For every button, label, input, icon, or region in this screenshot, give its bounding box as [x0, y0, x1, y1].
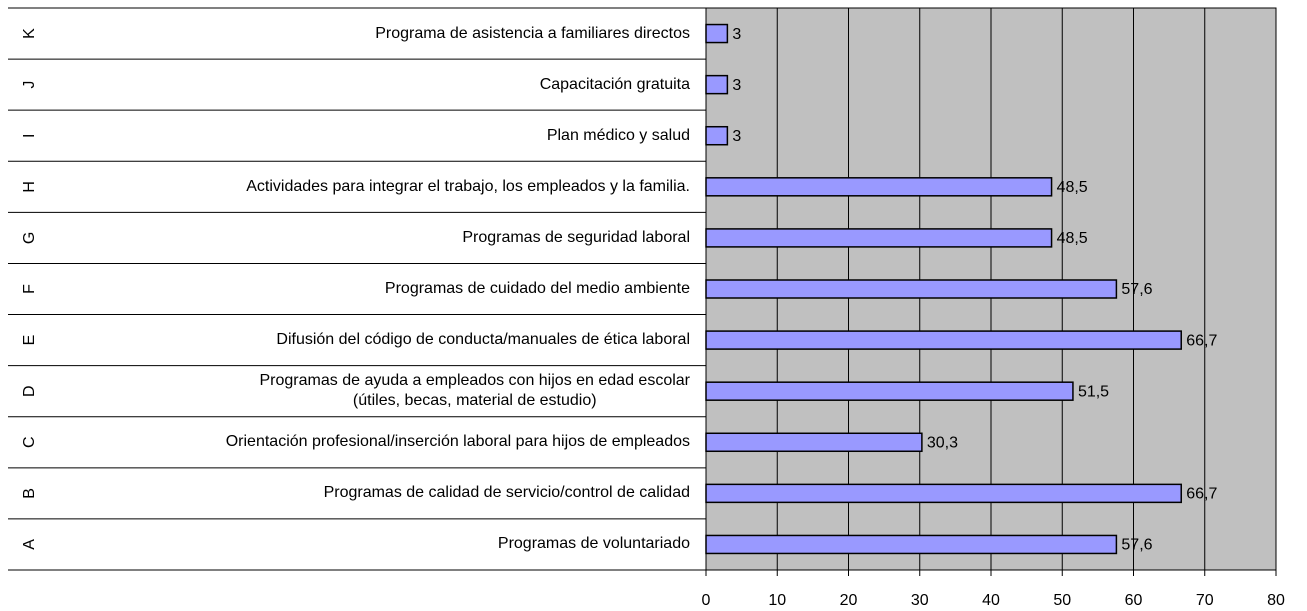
bar: [705, 177, 1053, 197]
category-label: Actividades para integrar el trabajo, lo…: [246, 177, 690, 195]
x-tick-label: 40: [982, 592, 1000, 609]
group-label: K: [21, 28, 38, 39]
category-label: Difusión del código de conducta/manuales…: [276, 331, 690, 349]
group-label: B: [21, 488, 38, 499]
category-label: Programas de seguridad laboral: [462, 228, 690, 246]
category-label: Programa de asistencia a familiares dire…: [375, 24, 690, 42]
bar: [705, 534, 1118, 555]
bar: [705, 125, 729, 146]
x-tick-label: 10: [768, 592, 786, 609]
group-label: G: [21, 232, 38, 244]
data-label: 3: [732, 77, 741, 94]
x-tick-label: 30: [911, 592, 929, 609]
data-label: 48,5: [1057, 179, 1088, 196]
group-label: C: [21, 436, 38, 448]
data-label: 57,6: [1121, 281, 1152, 298]
x-tick-label: 50: [1053, 592, 1071, 609]
category-label: Plan médico y salud: [546, 126, 690, 144]
bar: [705, 279, 1118, 299]
group-label: H: [21, 181, 38, 193]
bar: [705, 74, 729, 95]
data-label: 30,3: [927, 434, 958, 451]
group-label: D: [21, 385, 38, 397]
bar: [705, 432, 923, 453]
data-label: 66,7: [1186, 486, 1217, 503]
bar: [705, 228, 1053, 248]
bar: [705, 23, 729, 44]
category-label: Programas de calidad de servicio/control…: [323, 484, 690, 502]
category-label: Programas de cuidado del medio ambiente: [384, 280, 690, 297]
category-label: Programas de ayuda a empleados con hijos…: [259, 372, 691, 410]
x-tick-label: 80: [1267, 592, 1285, 609]
data-label: 48,5: [1057, 230, 1088, 247]
x-tick-label: 60: [1125, 592, 1143, 609]
x-tick-label: 0: [702, 592, 711, 609]
group-label: F: [21, 284, 38, 294]
data-label: 3: [732, 26, 741, 43]
group-label: I: [21, 134, 38, 138]
category-label: Programas de voluntariado: [497, 535, 690, 553]
data-label: 66,7: [1186, 332, 1217, 349]
bar: [705, 483, 1182, 504]
group-label: E: [21, 335, 38, 346]
group-label: J: [21, 81, 38, 89]
data-label: 57,6: [1121, 537, 1152, 554]
x-tick-label: 20: [840, 592, 858, 609]
group-label: A: [21, 539, 38, 550]
x-tick-label: 70: [1196, 592, 1214, 609]
bar: [705, 330, 1182, 350]
data-label: 51,5: [1078, 383, 1109, 400]
category-label: Capacitación gratuita: [539, 75, 690, 93]
category-label: Orientación profesional/inserción labora…: [225, 433, 690, 451]
bar: [705, 381, 1074, 401]
data-label: 3: [732, 128, 741, 145]
